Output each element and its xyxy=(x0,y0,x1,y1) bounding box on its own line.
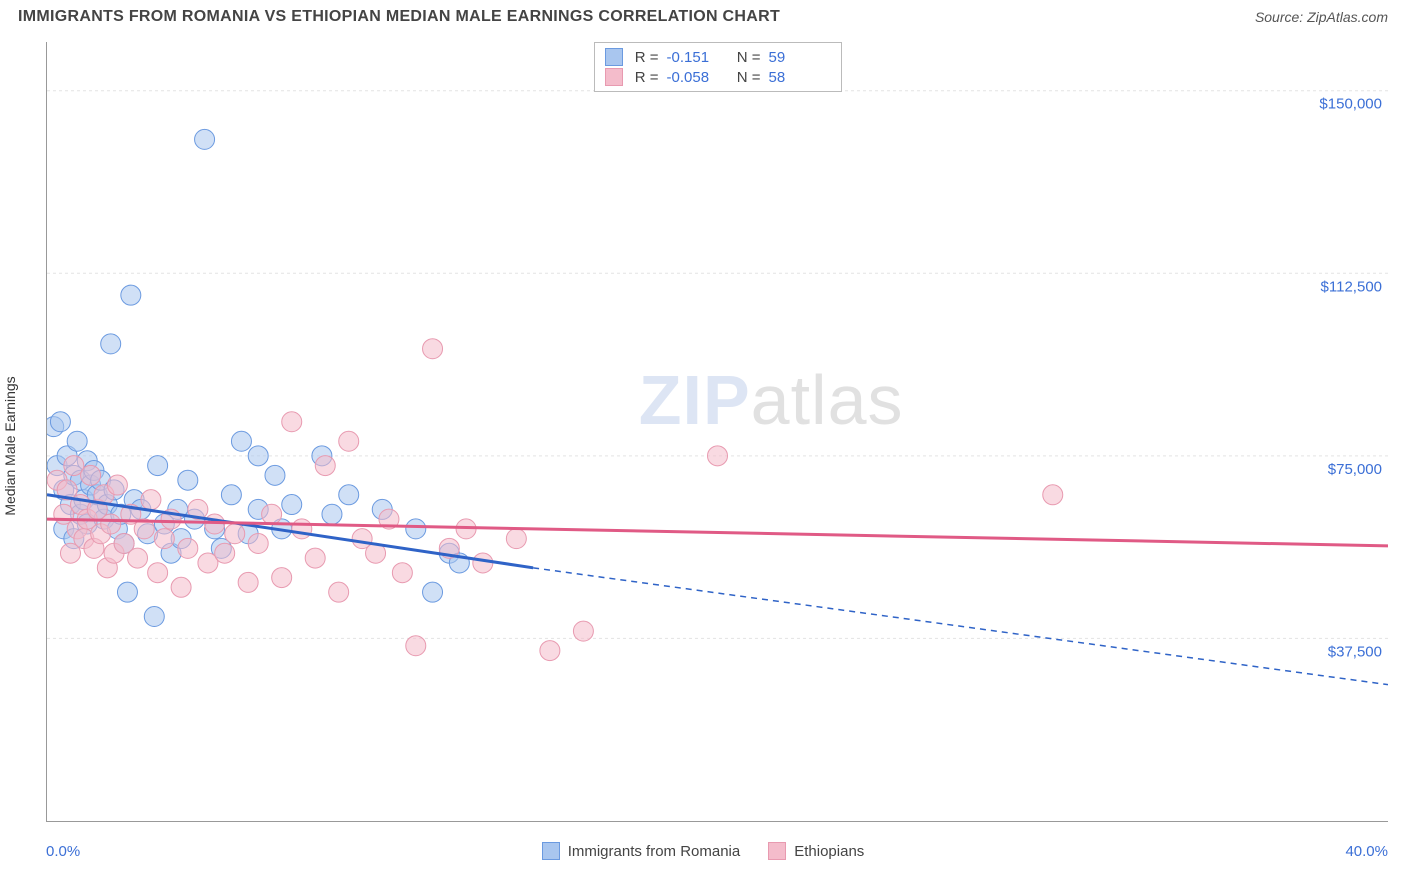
r-value: -0.151 xyxy=(667,49,725,66)
data-point xyxy=(282,412,302,432)
data-point xyxy=(171,577,191,597)
data-point xyxy=(50,412,70,432)
data-point xyxy=(117,582,137,602)
data-point xyxy=(238,572,258,592)
stat-legend-row: R = -0.151 N = 59 xyxy=(605,47,827,67)
data-point xyxy=(154,529,174,549)
data-point xyxy=(178,538,198,558)
data-point xyxy=(144,607,164,627)
legend-swatch xyxy=(542,842,560,860)
y-tick-label: $112,500 xyxy=(1321,278,1382,295)
data-point xyxy=(282,495,302,515)
title-bar: IMMIGRANTS FROM ROMANIA VS ETHIOPIAN MED… xyxy=(0,0,1406,32)
data-point xyxy=(315,456,335,476)
legend-label: Immigrants from Romania xyxy=(568,843,741,860)
r-label: R = xyxy=(631,69,659,86)
data-point xyxy=(329,582,349,602)
legend-item: Immigrants from Romania xyxy=(542,842,741,860)
y-tick-label: $75,000 xyxy=(1328,461,1382,478)
data-point xyxy=(195,129,215,149)
stat-legend-row: R = -0.058 N = 58 xyxy=(605,67,827,87)
data-point xyxy=(81,465,101,485)
legend-swatch xyxy=(605,48,623,66)
data-point xyxy=(148,563,168,583)
data-point xyxy=(148,456,168,476)
plot-wrap: $37,500$75,000$112,500$150,000 ZIPatlas … xyxy=(46,42,1388,822)
data-point xyxy=(121,285,141,305)
data-point xyxy=(506,529,526,549)
data-point xyxy=(248,446,268,466)
plot-area: $37,500$75,000$112,500$150,000 ZIPatlas … xyxy=(46,42,1388,822)
data-point xyxy=(292,519,312,539)
data-point xyxy=(272,568,292,588)
data-point xyxy=(107,475,127,495)
data-point xyxy=(392,563,412,583)
data-point xyxy=(423,582,443,602)
data-point xyxy=(406,519,426,539)
data-point xyxy=(540,641,560,661)
data-point xyxy=(101,514,121,534)
data-point xyxy=(423,339,443,359)
bottom-legend: Immigrants from Romania Ethiopians xyxy=(0,842,1406,860)
r-label: R = xyxy=(631,49,659,66)
data-point xyxy=(225,524,245,544)
data-point xyxy=(128,548,148,568)
data-point xyxy=(215,543,235,563)
data-point xyxy=(305,548,325,568)
n-label: N = xyxy=(733,49,761,66)
n-value: 59 xyxy=(769,49,827,66)
data-point xyxy=(67,431,87,451)
stat-legend: R = -0.151 N = 59 R = -0.058 N = 58 xyxy=(594,42,842,92)
data-point xyxy=(262,504,282,524)
data-point xyxy=(473,553,493,573)
scatter-chart-svg: $37,500 $75,000 $112,500 $150,000 xyxy=(47,42,1388,821)
data-point xyxy=(573,621,593,641)
data-point xyxy=(265,465,285,485)
y-axis-label: Median Male Earnings xyxy=(2,376,18,515)
regression-extrapolation xyxy=(533,568,1388,685)
legend-swatch xyxy=(768,842,786,860)
data-point xyxy=(322,504,342,524)
source-text: Source: ZipAtlas.com xyxy=(1255,9,1388,25)
data-point xyxy=(708,446,728,466)
data-point xyxy=(1043,485,1063,505)
data-point xyxy=(339,485,359,505)
data-point xyxy=(231,431,251,451)
y-tick-label: $150,000 xyxy=(1319,96,1382,113)
legend-swatch xyxy=(605,68,623,86)
r-value: -0.058 xyxy=(667,69,725,86)
data-point xyxy=(141,490,161,510)
data-point xyxy=(248,533,268,553)
legend-item: Ethiopians xyxy=(768,842,864,860)
n-label: N = xyxy=(733,69,761,86)
data-point xyxy=(339,431,359,451)
y-tick-label: $37,500 xyxy=(1328,643,1382,660)
data-point xyxy=(178,470,198,490)
legend-label: Ethiopians xyxy=(794,843,864,860)
data-point xyxy=(221,485,241,505)
data-point xyxy=(101,334,121,354)
chart-title: IMMIGRANTS FROM ROMANIA VS ETHIOPIAN MED… xyxy=(18,8,780,26)
data-point xyxy=(406,636,426,656)
n-value: 58 xyxy=(769,69,827,86)
